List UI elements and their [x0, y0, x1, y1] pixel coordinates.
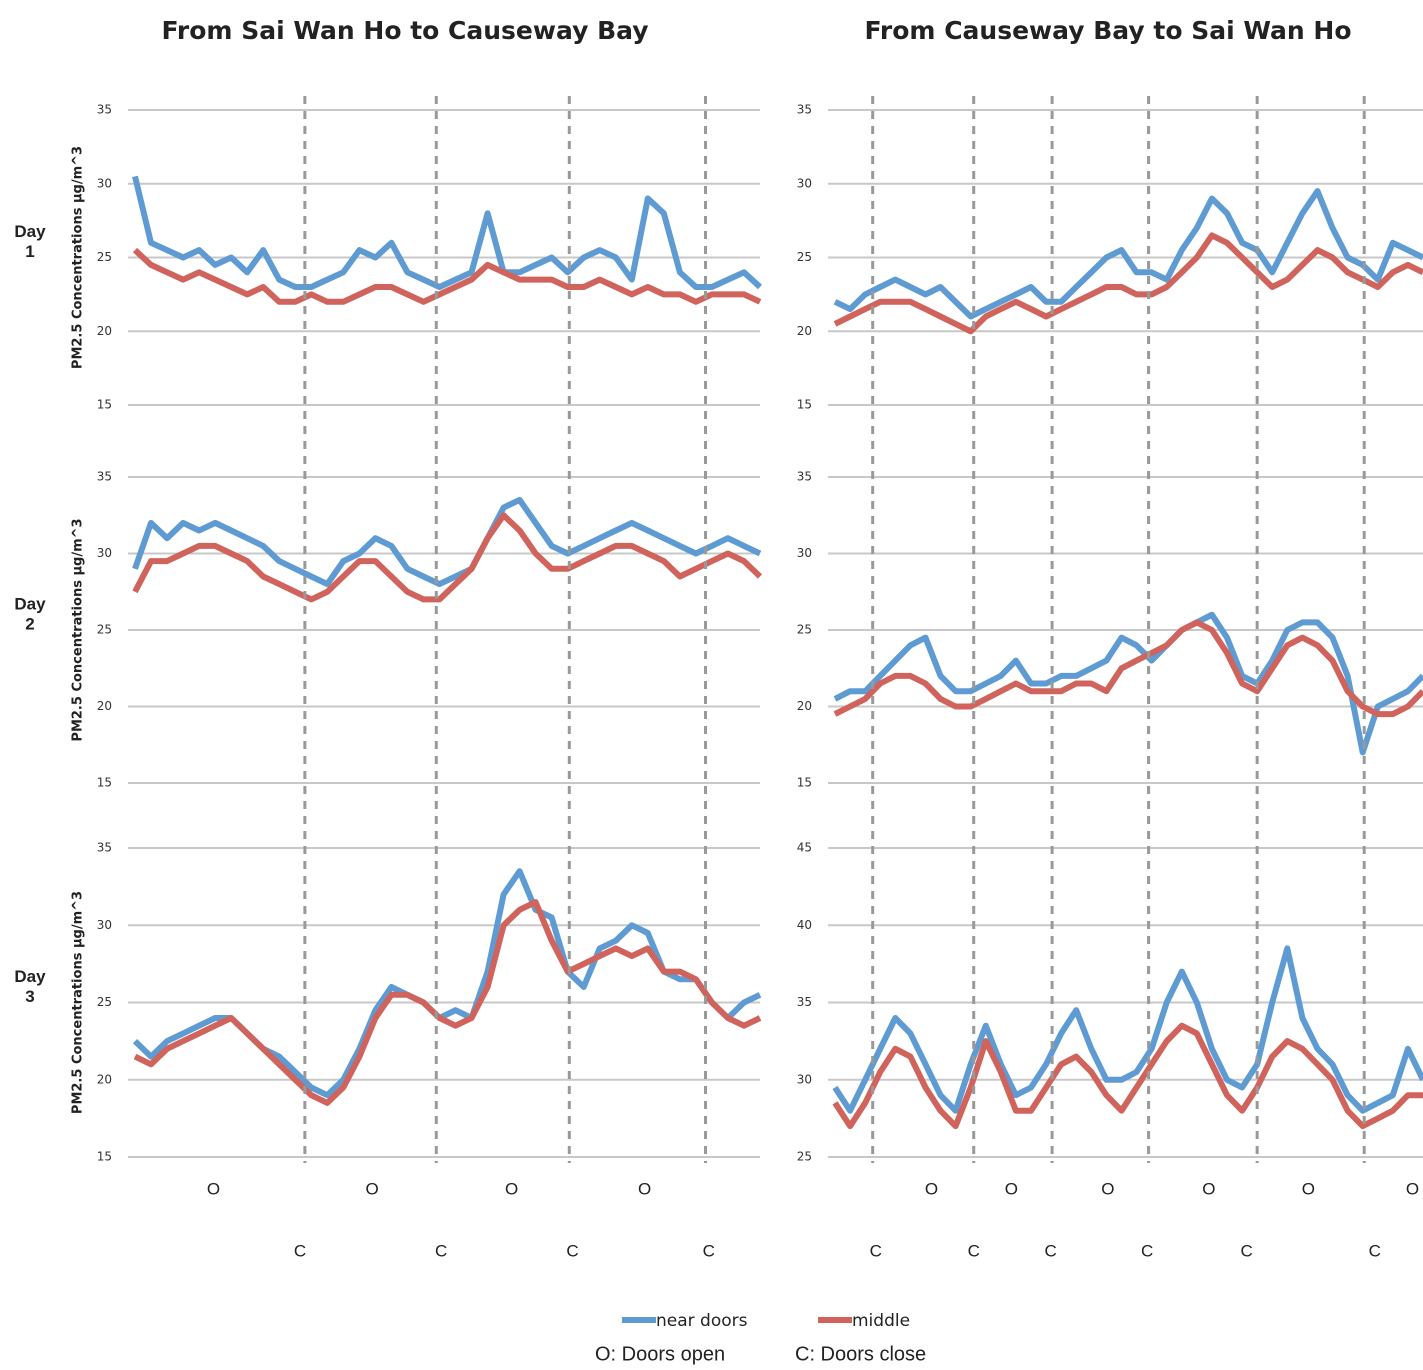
y-tick-label: 30: [97, 546, 112, 560]
y-tick-label: 25: [97, 623, 112, 637]
y-tick-label: 15: [97, 398, 112, 412]
door-close-label: C: [1369, 1241, 1381, 1260]
y-tick-label: 25: [797, 1150, 812, 1164]
door-close-label: C: [703, 1241, 715, 1260]
y-tick-label: 30: [97, 176, 112, 190]
door-open-label: O: [638, 1179, 651, 1198]
note-open: O: Doors open: [595, 1343, 725, 1365]
row-label: 2: [25, 614, 34, 633]
legend-label: near doors: [656, 1311, 748, 1331]
door-close-label: C: [1240, 1241, 1252, 1260]
y-tick-label: 35: [797, 470, 812, 484]
y-tick-label: 20: [797, 324, 812, 338]
y-tick-label: 30: [797, 176, 812, 190]
door-close-label: C: [294, 1241, 306, 1260]
y-tick-label: 15: [97, 1150, 112, 1164]
y-tick-label: 20: [97, 324, 112, 338]
series-line: [833, 188, 1423, 320]
y-tick-label: 35: [797, 995, 812, 1009]
y-tick-label: 25: [797, 623, 812, 637]
door-close-label: C: [566, 1241, 578, 1260]
series-line: [132, 512, 763, 603]
row-label: 1: [25, 242, 34, 261]
door-open-label: O: [1202, 1179, 1215, 1198]
column-title: From Sai Wan Ho to Causeway Bay: [161, 16, 648, 45]
series-line: [832, 1022, 1423, 1130]
door-open-label: O: [1406, 1179, 1419, 1198]
column-title: From Causeway Bay to Sai Wan Ho: [864, 16, 1351, 45]
door-open-label: O: [366, 1179, 379, 1198]
door-close-label: C: [1141, 1241, 1153, 1260]
y-axis-label: PM2.5 Concentrations µg/m^3: [71, 518, 86, 741]
door-close-label: C: [870, 1241, 882, 1260]
y-tick-label: 20: [797, 699, 812, 713]
series-line: [833, 232, 1423, 335]
door-open-label: O: [1005, 1179, 1018, 1198]
door-open-label: O: [925, 1179, 938, 1198]
row-label: Day: [14, 594, 46, 613]
y-tick-label: 30: [797, 1072, 812, 1086]
y-tick-label: 30: [97, 918, 112, 932]
y-tick-label: 20: [97, 1072, 112, 1086]
series-line: [132, 247, 762, 305]
door-close-label: C: [1044, 1241, 1056, 1260]
row-label: Day: [14, 222, 46, 241]
door-open-label: O: [1101, 1179, 1114, 1198]
y-axis-label: PM2.5 Concentrations µg/m^3: [71, 146, 86, 369]
series-line: [833, 611, 1423, 756]
y-tick-label: 35: [97, 103, 112, 117]
row-label: 3: [25, 987, 34, 1006]
y-axis-label: PM2.5 Concentrations µg/m^3: [71, 891, 86, 1114]
y-tick-label: 25: [797, 250, 812, 264]
note-close: C: Doors close: [795, 1343, 926, 1365]
y-tick-label: 35: [797, 103, 812, 117]
door-close-label: C: [435, 1241, 447, 1260]
y-tick-label: 15: [797, 398, 812, 412]
series-line: [833, 619, 1423, 718]
y-tick-label: 35: [97, 841, 112, 855]
series-line: [132, 175, 763, 290]
y-tick-label: 20: [97, 699, 112, 713]
door-open-label: O: [207, 1179, 220, 1198]
y-tick-label: 30: [797, 546, 812, 560]
y-tick-label: 15: [97, 776, 112, 790]
door-open-label: O: [505, 1179, 518, 1198]
row-label: Day: [14, 967, 46, 986]
door-close-label: C: [968, 1241, 980, 1260]
series-line: [132, 496, 762, 588]
legend-label: middle: [852, 1311, 910, 1331]
y-tick-label: 15: [797, 776, 812, 790]
y-tick-label: 40: [797, 918, 812, 932]
y-tick-label: 45: [797, 841, 812, 855]
series-line: [133, 899, 762, 1106]
series-line: [832, 945, 1423, 1114]
y-tick-label: 35: [97, 470, 112, 484]
door-open-label: O: [1302, 1179, 1315, 1198]
series-line: [132, 868, 762, 1099]
y-tick-label: 25: [97, 250, 112, 264]
y-tick-label: 25: [97, 995, 112, 1009]
